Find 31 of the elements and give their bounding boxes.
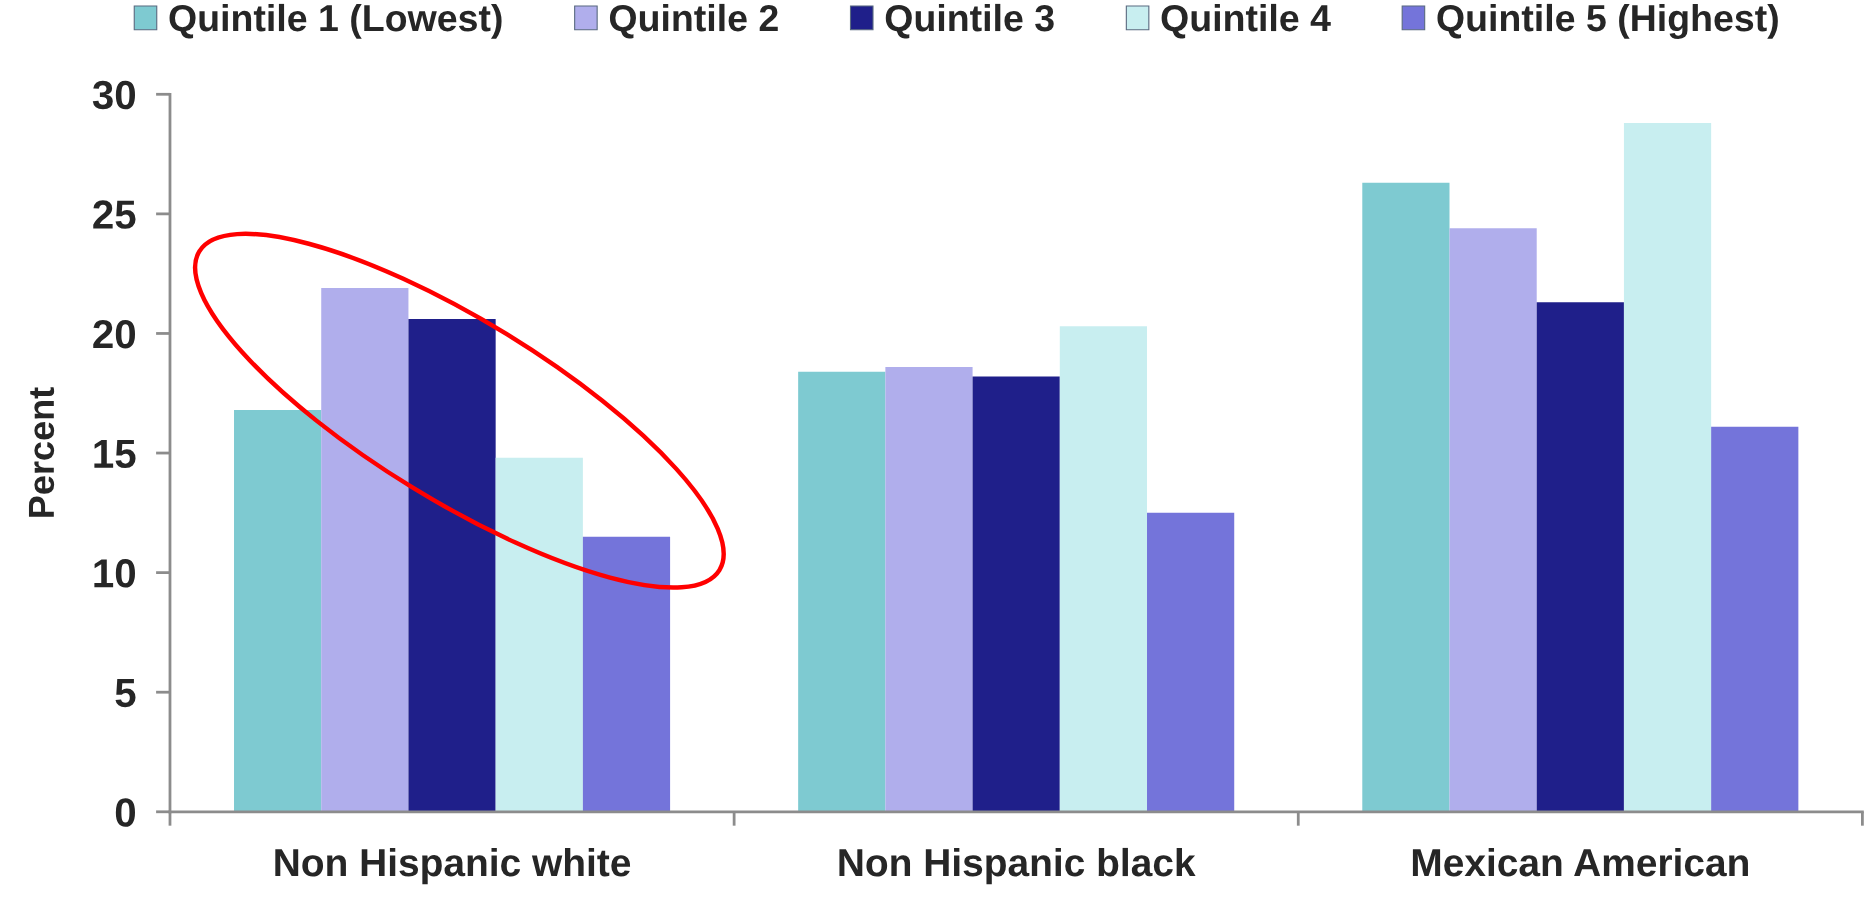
bar	[1362, 182, 1450, 812]
legend-label: Quintile 5 (Highest)	[1437, 3, 1778, 40]
bar	[972, 376, 1060, 812]
y-tick-label: 25	[93, 200, 136, 229]
bar	[1147, 512, 1235, 812]
legend-label: Quintile 4	[1161, 3, 1331, 39]
bar	[321, 288, 409, 812]
bar	[495, 457, 583, 812]
y-tick-label: 15	[94, 439, 136, 469]
legend-label: Quintile 2	[609, 3, 778, 39]
bar	[234, 409, 322, 812]
bar	[408, 319, 496, 812]
bar	[1059, 326, 1148, 812]
legend-label: Quintile 1 (Lowest)	[169, 3, 502, 39]
y-tick-label: 5	[115, 679, 136, 708]
bar	[885, 366, 973, 812]
x-tick-label: Non Hispanic white	[275, 847, 631, 885]
bar	[798, 371, 886, 812]
y-axis-title: Percent	[28, 387, 55, 517]
bar	[1536, 302, 1624, 812]
bar	[1711, 426, 1799, 812]
bar	[1449, 228, 1537, 812]
x-tick-label: Non Hispanic black	[839, 847, 1196, 885]
legend-label: Quintile 3	[885, 3, 1054, 39]
x-tick-label: Mexican American	[1412, 847, 1748, 877]
y-tick-label: 20	[93, 319, 136, 349]
bar	[582, 536, 671, 812]
y-tick-label: 0	[115, 798, 136, 827]
y-tick-label: 10	[94, 559, 136, 588]
y-tick-label: 30	[92, 80, 136, 110]
bar	[1623, 122, 1712, 812]
